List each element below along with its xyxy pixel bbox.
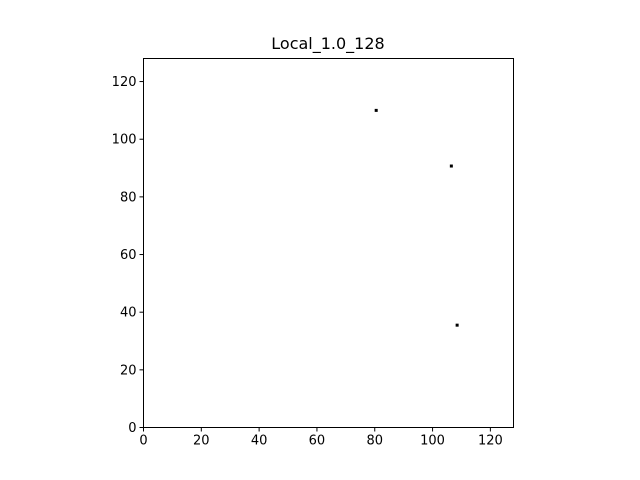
y-axis: 0 20 40 60 80 100 120 xyxy=(112,75,144,436)
x-tick-label: 20 xyxy=(193,434,210,449)
plot-frame xyxy=(143,58,514,428)
y-tick-label: 120 xyxy=(112,75,137,90)
data-point xyxy=(449,164,453,168)
chart-title: Local_1.0_128 xyxy=(271,34,384,54)
data-point xyxy=(455,323,459,327)
plot-area: 0 20 40 60 80 100 120 0 20 40 60 80 100 120 xyxy=(112,58,514,449)
x-tick-label: 0 xyxy=(139,434,147,449)
y-tick-label: 100 xyxy=(112,133,137,148)
x-tick-label: 100 xyxy=(420,434,445,449)
x-axis: 0 20 40 60 80 100 120 xyxy=(139,427,503,449)
data-points xyxy=(374,108,459,327)
x-tick-label: 80 xyxy=(366,434,383,449)
x-tick-label: 120 xyxy=(478,434,503,449)
x-tick-label: 60 xyxy=(309,434,326,449)
y-tick-label: 40 xyxy=(120,306,137,321)
y-tick-label: 20 xyxy=(120,363,137,378)
y-tick-label: 60 xyxy=(120,248,137,263)
data-point xyxy=(374,108,378,112)
y-tick-label: 80 xyxy=(120,190,137,205)
y-tick-label: 0 xyxy=(128,421,136,436)
x-tick-label: 40 xyxy=(251,434,268,449)
